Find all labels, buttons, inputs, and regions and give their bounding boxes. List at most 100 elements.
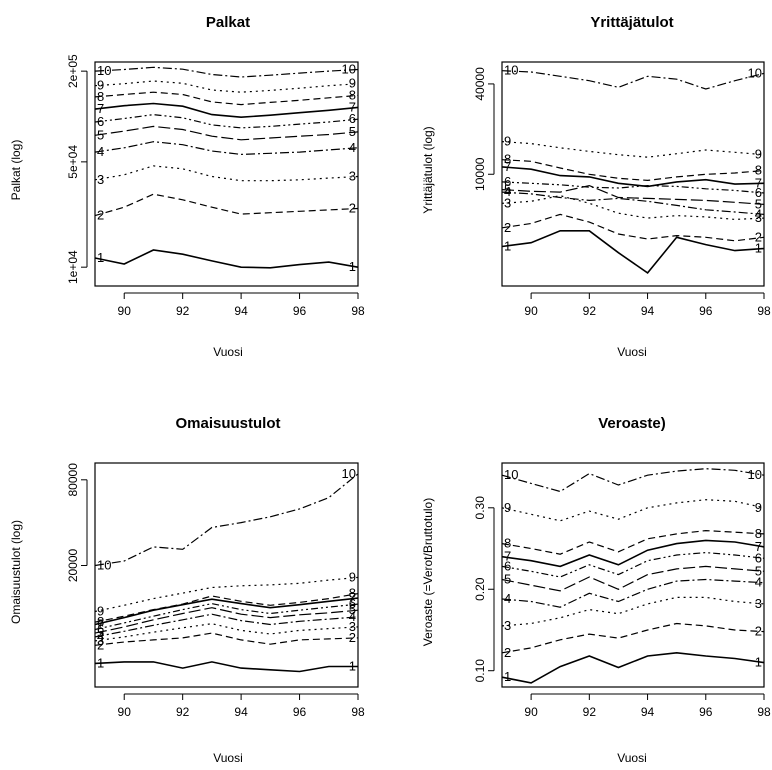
series-line-8 (501, 159, 765, 182)
series-label-end-2: 2 (349, 201, 356, 216)
series-line-4 (94, 141, 359, 156)
series-label-start-8: 8 (97, 614, 104, 629)
series-label-start-9: 9 (504, 134, 511, 149)
series-label-end-1: 1 (755, 655, 762, 670)
series-label-end-5: 5 (349, 602, 356, 617)
y-tick-label: 0.10 (473, 659, 487, 683)
series-label-end-10: 10 (342, 466, 356, 481)
series-line-9 (501, 141, 765, 158)
series-line-1 (94, 249, 359, 269)
x-tick-label: 98 (757, 705, 771, 719)
series-line-9 (501, 499, 765, 522)
series-label-start-5: 5 (97, 127, 104, 142)
series-label-end-3: 3 (755, 210, 762, 225)
x-axis-label-veroaste: Vuosi (617, 751, 647, 765)
series-line-5 (94, 125, 359, 141)
series-label-end-5: 5 (349, 124, 356, 139)
series-line-7 (501, 166, 765, 188)
series-label-end-9: 9 (349, 569, 356, 584)
series-label-end-8: 8 (755, 162, 762, 177)
series-label-start-1: 1 (504, 239, 511, 254)
series-label-start-5: 5 (504, 182, 511, 197)
series-label-end-5: 5 (755, 563, 762, 578)
series-label-end-6: 6 (349, 596, 356, 611)
x-tick-label: 98 (351, 705, 365, 719)
series-label-end-8: 8 (349, 586, 356, 601)
series-label-end-7: 7 (755, 175, 762, 190)
x-tick-label: 94 (234, 705, 248, 719)
series-label-start-2: 2 (504, 220, 511, 235)
series-label-end-5: 5 (755, 196, 762, 211)
series-label-start-7: 7 (504, 549, 511, 564)
y-tick-label: 0.20 (473, 577, 487, 601)
series-line-1 (94, 661, 358, 673)
series-label-start-8: 8 (97, 89, 104, 104)
series-line-3 (94, 165, 359, 182)
series-line-9 (94, 80, 359, 93)
series-label-start-10: 10 (97, 63, 111, 78)
series-line-3 (501, 596, 765, 627)
series-label-start-9: 9 (504, 500, 511, 515)
series-label-start-1: 1 (97, 250, 104, 265)
series-label-start-10: 10 (504, 63, 518, 78)
series-label-start-3: 3 (504, 195, 511, 210)
x-axis-label-palkat: Vuosi (213, 345, 243, 359)
series-label-end-7: 7 (755, 539, 762, 554)
y-tick-label: 0.30 (473, 496, 487, 520)
series-line-6 (94, 602, 359, 631)
x-tick-label: 92 (583, 304, 597, 318)
series-line-8 (501, 529, 765, 555)
series-line-7 (94, 102, 359, 119)
series-label-end-10: 10 (748, 65, 762, 80)
series-label-end-6: 6 (755, 185, 762, 200)
y-tick-label: 2e+05 (66, 54, 80, 88)
series-label-end-8: 8 (349, 87, 356, 102)
series-label-start-6: 6 (97, 621, 104, 636)
series-line-1 (501, 230, 765, 274)
series-label-end-9: 9 (755, 500, 762, 515)
series-line-3 (501, 195, 765, 221)
series-label-start-6: 6 (504, 558, 511, 573)
series-label-start-6: 6 (504, 174, 511, 189)
series-line-9 (94, 576, 359, 613)
series-label-start-4: 4 (97, 144, 104, 159)
x-tick-label: 94 (641, 705, 655, 719)
series-label-end-6: 6 (349, 111, 356, 126)
series-label-end-4: 4 (349, 140, 356, 155)
series-line-6 (501, 181, 765, 194)
panel-title-palkat: Palkat (206, 14, 250, 31)
series-label-end-1: 1 (349, 259, 356, 274)
plot-frame (501, 462, 765, 688)
plot-frame (94, 61, 359, 287)
series-label-end-2: 2 (755, 624, 762, 639)
y-axis-label-yrittajatulot: Yrittäjätulot (log) (421, 126, 435, 213)
series-line-6 (501, 551, 765, 578)
series-label-start-2: 2 (504, 645, 511, 660)
x-tick-label: 90 (524, 304, 538, 318)
series-label-start-2: 2 (97, 637, 104, 652)
series-line-8 (94, 593, 359, 623)
series-line-5 (94, 607, 359, 634)
series-label-start-9: 9 (97, 78, 104, 93)
y-tick-label: 10000 (473, 157, 487, 191)
series-label-start-10: 10 (504, 467, 518, 482)
series-label-start-1: 1 (504, 669, 511, 684)
series-label-end-10: 10 (342, 62, 356, 77)
x-tick-label: 92 (583, 705, 597, 719)
series-line-7 (501, 539, 765, 568)
series-label-start-9: 9 (97, 603, 104, 618)
y-axis-label-omaisuustulot: Omaisuustulot (log) (9, 520, 23, 624)
series-label-end-4: 4 (755, 206, 762, 221)
series-line-4 (94, 613, 359, 638)
x-tick-label: 92 (176, 304, 190, 318)
series-line-8 (94, 91, 359, 106)
series-label-start-7: 7 (97, 101, 104, 116)
series-line-2 (501, 213, 765, 242)
series-label-start-7: 7 (97, 616, 104, 631)
plot-frame (94, 462, 359, 688)
series-label-end-6: 6 (755, 550, 762, 565)
